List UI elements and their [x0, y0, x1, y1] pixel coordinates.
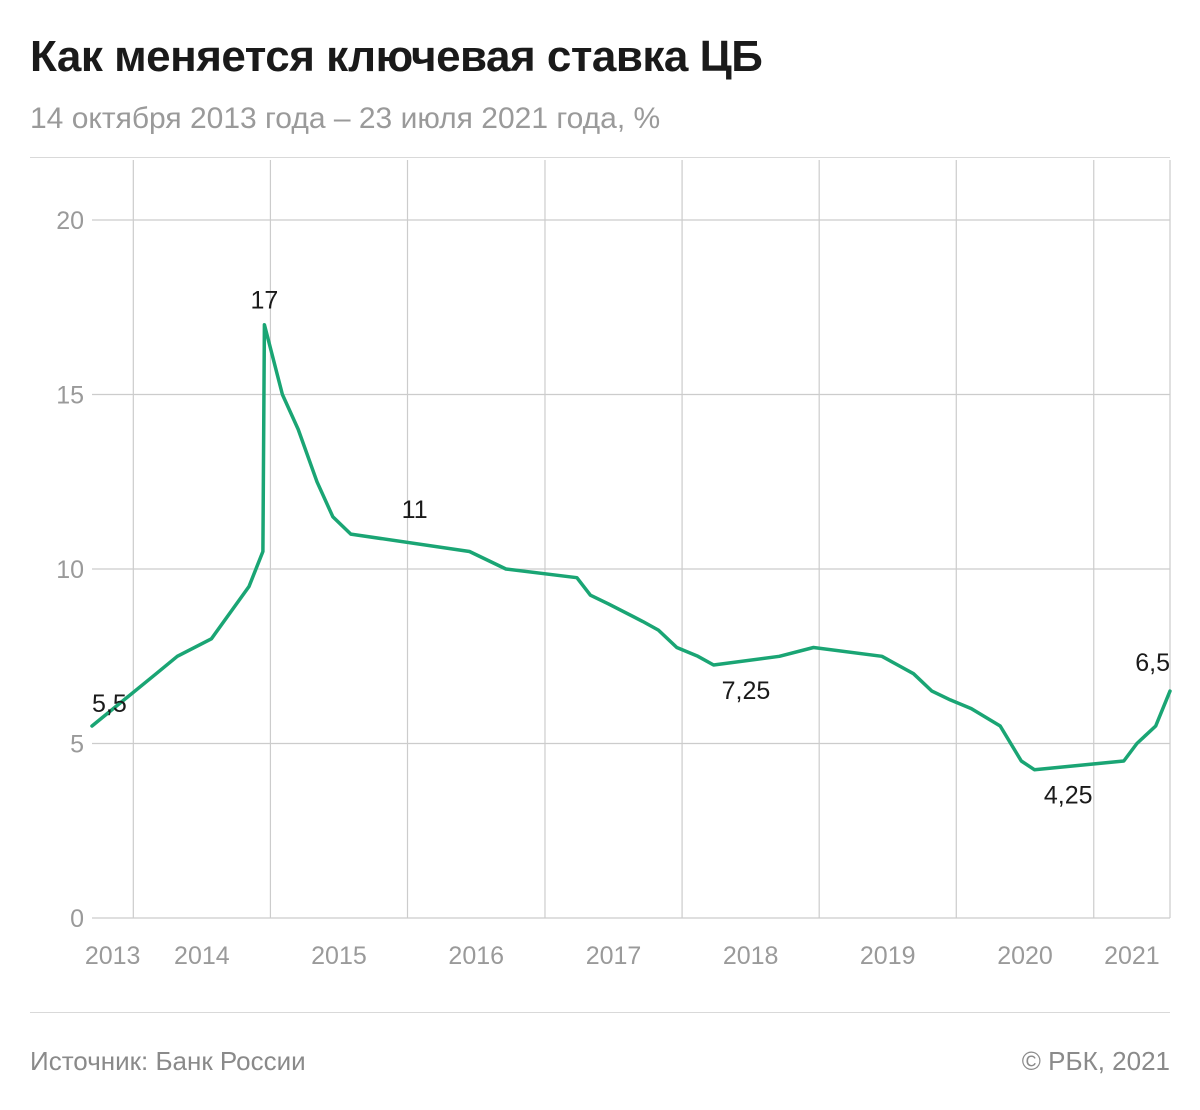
data-label: 6,5 — [1135, 649, 1170, 677]
x-tick-label: 2013 — [85, 942, 141, 970]
x-tick-label: 2015 — [311, 942, 367, 970]
x-tick-label: 2019 — [860, 942, 916, 970]
horizontal-gridlines — [92, 219, 1170, 919]
bottom-rule — [30, 1012, 1170, 1013]
data-label: 5,5 — [92, 690, 127, 718]
key-rate-line — [90, 322, 1172, 772]
copyright-note: © РБК, 2021 — [1021, 1046, 1170, 1076]
y-tick-label: 20 — [56, 207, 84, 235]
y-axis-tick-labels: 0 5 10 15 20 — [56, 207, 84, 933]
y-tick-label: 0 — [70, 905, 84, 933]
line-chart: 0 5 10 15 20 2013 2014 2015 2016 2017 2018 2019 202… — [56, 160, 1172, 970]
chart-subtitle: 14 октября 2013 года – 23 июля 2021 года… — [30, 102, 661, 135]
chart-title: Как меняется ключевая ставка ЦБ — [30, 32, 763, 81]
x-tick-label: 2018 — [723, 942, 779, 970]
vertical-gridlines — [132, 160, 1171, 918]
data-label: 11 — [402, 496, 428, 524]
x-tick-label: 2020 — [997, 942, 1053, 970]
x-tick-label: 2016 — [448, 942, 504, 970]
y-tick-label: 5 — [70, 731, 84, 759]
series-group — [90, 322, 1172, 772]
y-tick-label: 10 — [56, 556, 84, 584]
top-rule — [30, 157, 1170, 158]
x-tick-label: 2014 — [174, 942, 230, 970]
x-tick-label: 2021 — [1104, 942, 1160, 970]
data-label: 4,25 — [1044, 782, 1093, 810]
data-labels: 5,5 17 11 7,25 4,25 6,5 — [92, 287, 1170, 810]
data-label: 17 — [250, 287, 278, 315]
data-label: 7,25 — [722, 677, 771, 705]
x-axis-tick-labels: 2013 2014 2015 2016 2017 2018 2019 2020 2021 — [85, 942, 1160, 970]
y-tick-label: 15 — [56, 382, 84, 410]
source-note: Источник: Банк России — [30, 1046, 306, 1076]
x-tick-label: 2017 — [586, 942, 642, 970]
